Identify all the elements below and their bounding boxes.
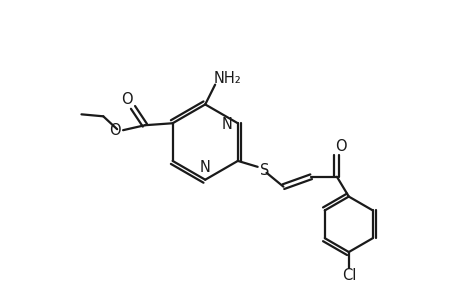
Text: O: O [121, 92, 133, 107]
Text: N: N [199, 160, 210, 175]
Text: O: O [334, 139, 346, 154]
Text: O: O [109, 123, 121, 138]
Text: Cl: Cl [342, 268, 356, 283]
Text: S: S [259, 163, 269, 178]
Text: NH₂: NH₂ [213, 71, 241, 86]
Text: N: N [222, 117, 232, 132]
